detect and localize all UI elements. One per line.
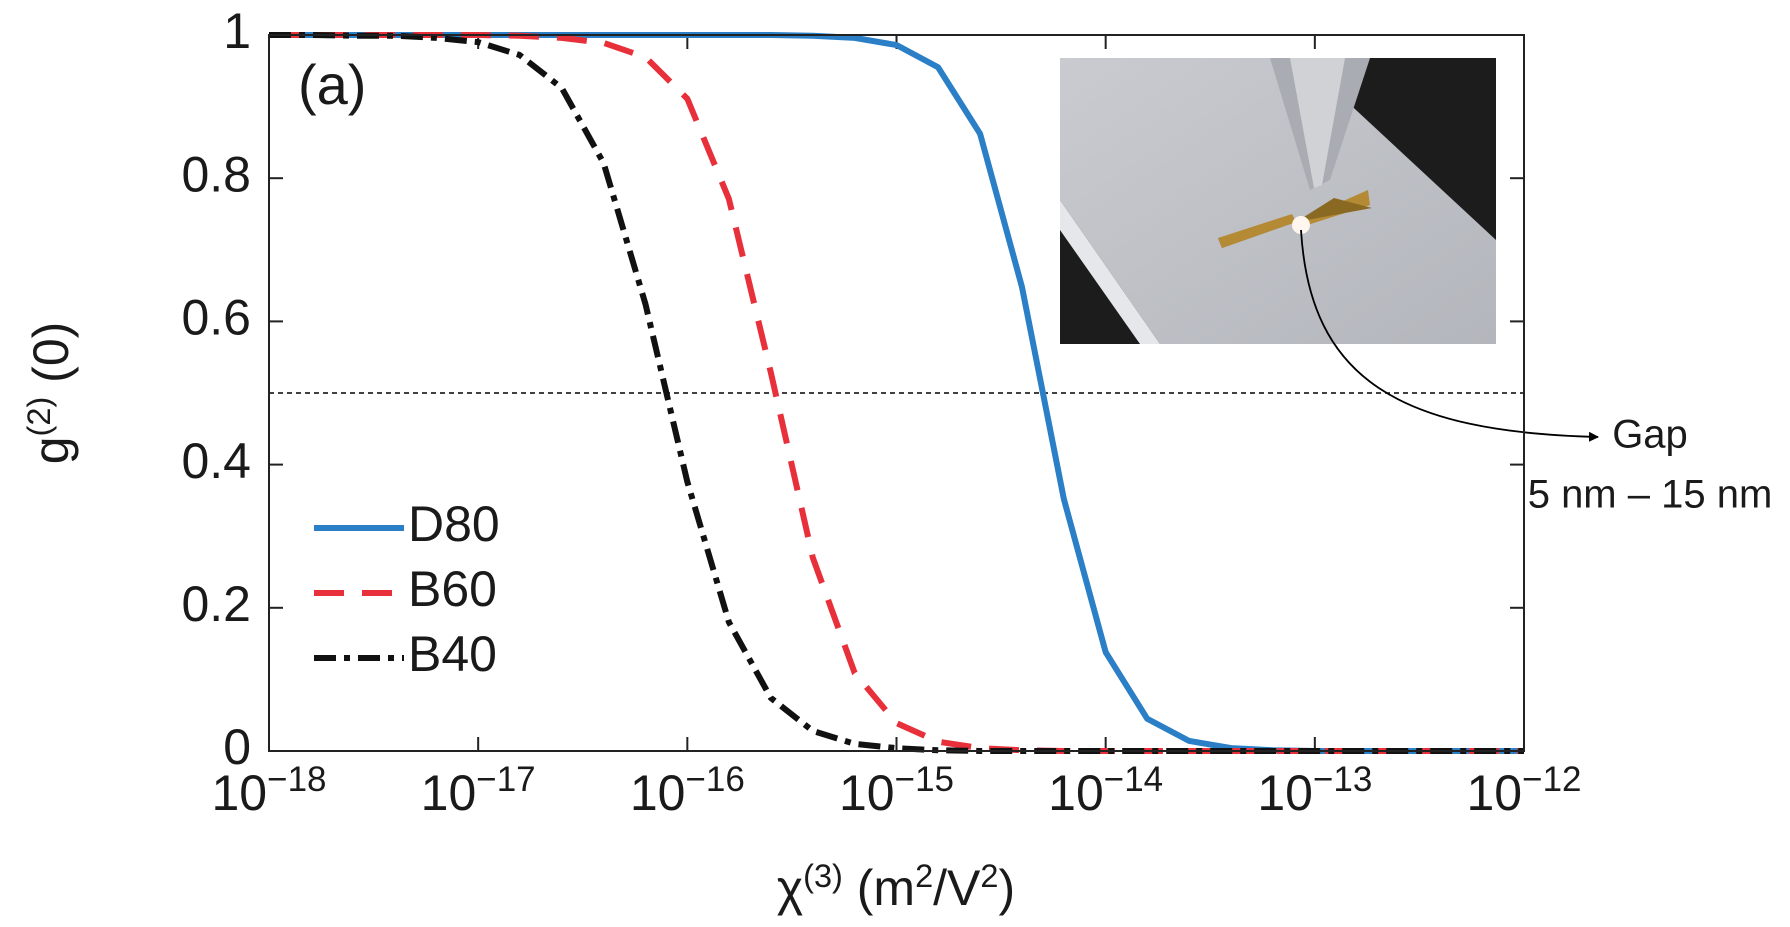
x-axis-label: χ(3) (m2/V2)	[777, 858, 1015, 916]
legend-label: D80	[408, 496, 500, 552]
annotation-arrow	[1300, 229, 1599, 442]
x-tick-label: 10−16	[630, 760, 745, 822]
inset-illustration	[1060, 58, 1496, 344]
y-tick-label: 1	[223, 3, 251, 59]
x-tick-label: 10−12	[1467, 760, 1582, 822]
x-tick-label: 10−15	[839, 760, 954, 822]
y-tick-label: 0.6	[181, 290, 251, 346]
x-tick-label: 10−17	[421, 760, 536, 822]
annotation: Gap	[1612, 413, 1688, 457]
y-axis-label: g(2) (0)	[21, 322, 79, 465]
x-tick-label: 10−18	[212, 760, 327, 822]
y-tick-label: 0.4	[181, 433, 251, 489]
plot-frame	[268, 34, 1525, 752]
x-tick-label: 10−14	[1048, 760, 1163, 822]
annotation: 5 nm – 15 nm	[1528, 473, 1773, 517]
y-tick-label: 0.2	[181, 576, 251, 632]
legend-label: B60	[408, 561, 497, 617]
y-tick-label: 0	[223, 719, 251, 775]
legend-label: B40	[408, 626, 497, 682]
y-tick-label: 0.8	[181, 146, 251, 202]
x-tick-label: 10−13	[1257, 760, 1372, 822]
panel-label: (a)	[298, 53, 366, 116]
